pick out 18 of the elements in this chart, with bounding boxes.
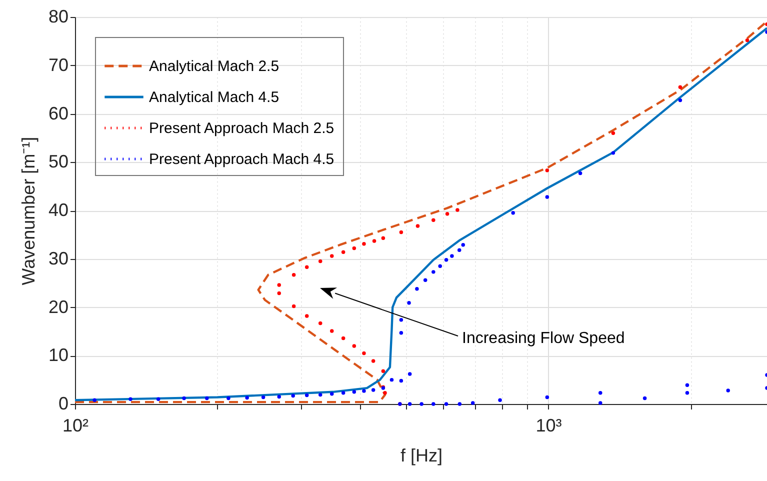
- x-tick-label: 10²: [62, 416, 89, 436]
- y-tick-label: 30: [48, 248, 68, 268]
- y-tick-label: 60: [48, 103, 68, 124]
- x-axis-title: f [Hz]: [400, 446, 443, 466]
- legend-label: Analytical Mach 4.5: [149, 89, 280, 106]
- legend-label: Present Approach Mach 4.5: [149, 151, 334, 168]
- y-tick-label: 40: [48, 200, 68, 220]
- y-tick-label: 70: [48, 54, 68, 75]
- y-tick-label: 10: [48, 345, 68, 366]
- annotation: Increasing Flow Speed: [462, 330, 625, 347]
- y-tick-label: 0: [58, 394, 68, 414]
- y-tick-label: 50: [48, 152, 68, 172]
- legend-label: Analytical Mach 2.5: [149, 58, 280, 75]
- legend-label: Present Approach Mach 2.5: [149, 120, 334, 137]
- y-tick-label: 80: [48, 6, 68, 26]
- x-tick-label: 10³: [536, 416, 562, 436]
- y-tick-label: 20: [48, 296, 68, 317]
- y-axis-title: Wavenumber [m⁻¹]: [18, 136, 38, 286]
